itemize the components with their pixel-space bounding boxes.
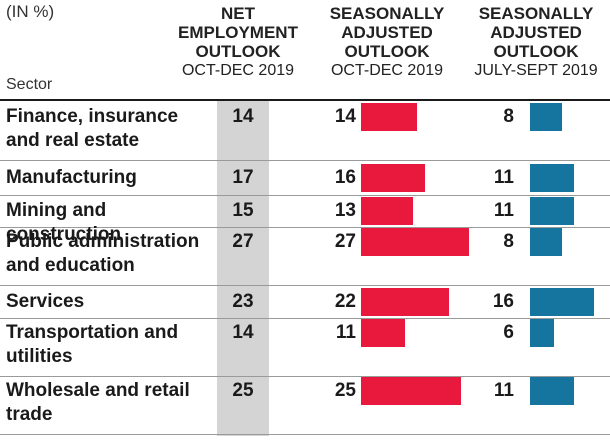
sector-label-line: Wholesale and retail: [6, 380, 190, 401]
adjusted-oct-dec-value: 14: [334, 106, 356, 127]
bar-adjusted-jul-sep: [530, 228, 562, 256]
bar-adjusted-oct-dec: [361, 287, 449, 316]
bar-adjusted-jul-sep: [530, 103, 562, 131]
column-header-line: ADJUSTED: [490, 23, 582, 42]
bar-adjusted-oct-dec: [361, 197, 413, 225]
bar-adjusted-oct-dec: [361, 103, 417, 131]
sector-label-line: Public administration: [6, 231, 200, 252]
net-employment-value: 15: [232, 200, 254, 221]
adjusted-jul-sep-value: 16: [492, 290, 514, 312]
column-header-period: OCT-DEC 2019: [181, 62, 295, 79]
column-header-line: OUTLOOK: [344, 42, 430, 61]
bar-adjusted-jul-sep: [530, 163, 574, 192]
sector-label-line: and real estate: [6, 130, 140, 151]
sector-label-line: Transportation and: [6, 322, 179, 343]
bar-adjusted-jul-sep: [530, 377, 574, 405]
column-header-line: OUTLOOK: [493, 42, 579, 61]
sector-label-line: trade: [6, 404, 53, 425]
column-header-period: JULY-SEPT 2019: [474, 62, 598, 79]
row-separator: [0, 318, 610, 319]
bar-adjusted-oct-dec: [361, 163, 425, 192]
column-header-seasonal-jul-sep: SEASONALLY ADJUSTED OUTLOOK JULY-SEPT 20…: [466, 4, 606, 80]
sector-label-line: Services: [6, 290, 85, 312]
bar-adjusted-jul-sep: [530, 319, 554, 347]
bar-adjusted-oct-dec: [361, 377, 461, 405]
net-employment-value: 14: [232, 106, 254, 127]
bar-adjusted-oct-dec: [361, 228, 469, 256]
sector-label: Mining and construction: [6, 199, 216, 247]
net-employment-value: 27: [232, 231, 254, 252]
sector-label: Finance, insurance and real estate: [6, 105, 216, 153]
row-separator: [0, 195, 610, 196]
net-employment-column-shade: [217, 100, 269, 436]
column-header-line: NET: [221, 4, 255, 23]
net-employment-value: 14: [232, 322, 254, 343]
sector-label: Services: [6, 290, 216, 314]
adjusted-jul-sep-value: 8: [503, 106, 514, 127]
column-header-line: EMPLOYMENT: [178, 23, 298, 42]
unit-label: (IN %): [6, 2, 55, 21]
column-header-period: OCT-DEC 2019: [330, 62, 444, 79]
adjusted-jul-sep-value: 8: [503, 231, 514, 252]
adjusted-jul-sep-value: 6: [503, 322, 514, 343]
bar-adjusted-jul-sep: [530, 197, 574, 225]
adjusted-jul-sep-value: 11: [493, 200, 514, 221]
sector-label: Manufacturing: [6, 166, 216, 190]
row-separator: [0, 376, 610, 377]
sector-label-line: utilities: [6, 346, 73, 367]
adjusted-oct-dec-value: 13: [334, 200, 356, 221]
row-separator: [0, 285, 610, 286]
bar-adjusted-oct-dec: [361, 319, 405, 347]
column-header-net-employment: NET EMPLOYMENT OUTLOOK OCT-DEC 2019: [178, 4, 298, 80]
column-header-line: ADJUSTED: [341, 23, 433, 42]
sector-label-line: Manufacturing: [6, 166, 137, 188]
sector-column-header: Sector: [6, 76, 53, 93]
row-separator: [0, 434, 610, 435]
sector-label: Wholesale and retail trade: [6, 379, 216, 427]
column-header-line: SEASONALLY: [329, 4, 445, 23]
row-separator: [0, 160, 610, 161]
sector-label-line: and education: [6, 255, 135, 276]
adjusted-jul-sep-value: 11: [493, 166, 514, 188]
adjusted-oct-dec-value: 11: [335, 322, 356, 343]
sector-label-line: Mining and construction: [6, 200, 122, 245]
adjusted-oct-dec-value: 16: [334, 166, 356, 188]
column-header-seasonal-oct-dec: SEASONALLY ADJUSTED OUTLOOK OCT-DEC 2019: [322, 4, 452, 80]
header-rule: [0, 99, 610, 101]
bar-adjusted-jul-sep: [530, 287, 594, 316]
adjusted-jul-sep-value: 11: [493, 380, 514, 401]
adjusted-oct-dec-value: 25: [334, 380, 356, 401]
adjusted-oct-dec-value: 22: [334, 290, 356, 312]
net-employment-value: 17: [232, 166, 254, 188]
column-header-line: SEASONALLY: [478, 4, 594, 23]
row-separator: [0, 227, 610, 228]
adjusted-oct-dec-value: 27: [334, 231, 356, 252]
sector-label: Public administration and education: [6, 230, 216, 278]
sector-label-line: Finance, insurance: [6, 106, 179, 127]
net-employment-value: 23: [232, 290, 254, 312]
net-employment-value: 25: [232, 380, 254, 401]
sector-label: Transportation and utilities: [6, 321, 216, 369]
column-header-line: OUTLOOK: [195, 42, 281, 61]
